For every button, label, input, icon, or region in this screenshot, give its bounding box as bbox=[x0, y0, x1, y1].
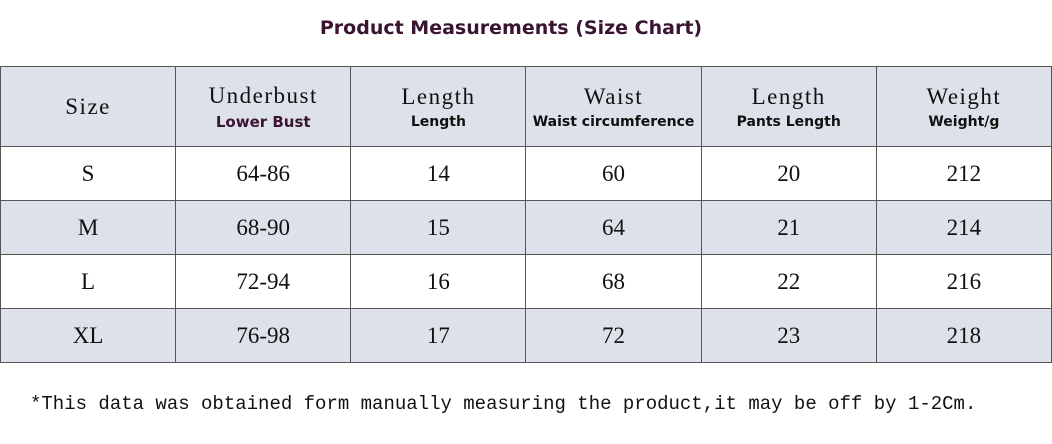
header-cell: Underbust Lower Bust bbox=[175, 66, 352, 147]
cell: 20 bbox=[700, 146, 877, 201]
cell: 68 bbox=[525, 254, 702, 309]
cell: 76-98 bbox=[175, 308, 352, 363]
cell: 72-94 bbox=[175, 254, 352, 309]
header-label: Weight bbox=[926, 83, 1002, 109]
cell: 23 bbox=[700, 308, 877, 363]
cell: 15 bbox=[350, 200, 527, 255]
size-table: Size Underbust Lower Bust Length Length Waist… bbox=[0, 66, 1052, 363]
cell: 216 bbox=[875, 254, 1052, 309]
header-label: Waist bbox=[583, 83, 644, 109]
cell: XL bbox=[0, 308, 177, 363]
data-row: L 72-94 16 68 22 216 bbox=[0, 254, 1052, 309]
footnote: *This data was obtained form manually me… bbox=[30, 393, 977, 415]
data-row: XL 76-98 17 72 23 218 bbox=[0, 308, 1052, 363]
header-sublabel: Waist circumference bbox=[532, 113, 695, 130]
header-sublabel: Pants Length bbox=[736, 113, 841, 130]
cell: 21 bbox=[700, 200, 877, 255]
header-cell: Length Length bbox=[350, 66, 527, 147]
cell: M bbox=[0, 200, 177, 255]
header-label: Length bbox=[751, 83, 826, 109]
cell: 16 bbox=[350, 254, 527, 309]
header-cell: Length Pants Length bbox=[700, 66, 877, 147]
header-sublabel: Weight/g bbox=[928, 113, 1000, 130]
header-sublabel: Length bbox=[410, 113, 466, 130]
header-cell: Size bbox=[0, 66, 177, 147]
title: Product Measurements (Size Chart) bbox=[319, 17, 703, 39]
cell: 214 bbox=[875, 200, 1052, 255]
header-label: Length bbox=[401, 83, 476, 109]
header-sublabel: Lower Bust bbox=[215, 112, 311, 131]
cell: 64 bbox=[525, 200, 702, 255]
cell: 60 bbox=[525, 146, 702, 201]
header-label: Size bbox=[65, 93, 111, 119]
cell: 14 bbox=[350, 146, 527, 201]
header-cell: Weight Weight/g bbox=[875, 66, 1052, 147]
cell: 68-90 bbox=[175, 200, 352, 255]
cell: S bbox=[0, 146, 177, 201]
data-row: M 68-90 15 64 21 214 bbox=[0, 200, 1052, 255]
cell: 64-86 bbox=[175, 146, 352, 201]
cell: 218 bbox=[875, 308, 1052, 363]
cell: 22 bbox=[700, 254, 877, 309]
header-row: Size Underbust Lower Bust Length Length Waist… bbox=[0, 66, 1052, 147]
cell: 212 bbox=[875, 146, 1052, 201]
data-row: S 64-86 14 60 20 212 bbox=[0, 146, 1052, 201]
cell: 72 bbox=[525, 308, 702, 363]
cell: L bbox=[0, 254, 177, 309]
cell: 17 bbox=[350, 308, 527, 363]
header-label: Underbust bbox=[208, 82, 318, 108]
header-cell: Waist Waist circumference bbox=[525, 66, 702, 147]
